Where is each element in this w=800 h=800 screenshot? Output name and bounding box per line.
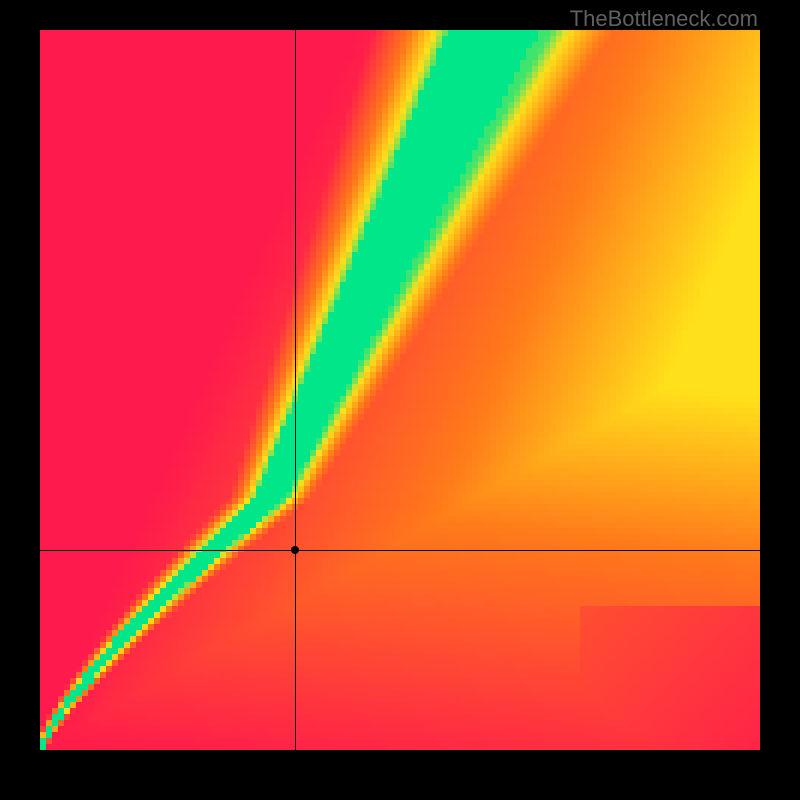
- chart-container: TheBottleneck.com: [0, 0, 800, 800]
- crosshair-vertical-line: [295, 30, 296, 750]
- marker-dot: [291, 546, 299, 554]
- bottleneck-heatmap: [40, 30, 760, 750]
- crosshair-horizontal-line: [40, 550, 760, 551]
- attribution-label: TheBottleneck.com: [570, 6, 758, 32]
